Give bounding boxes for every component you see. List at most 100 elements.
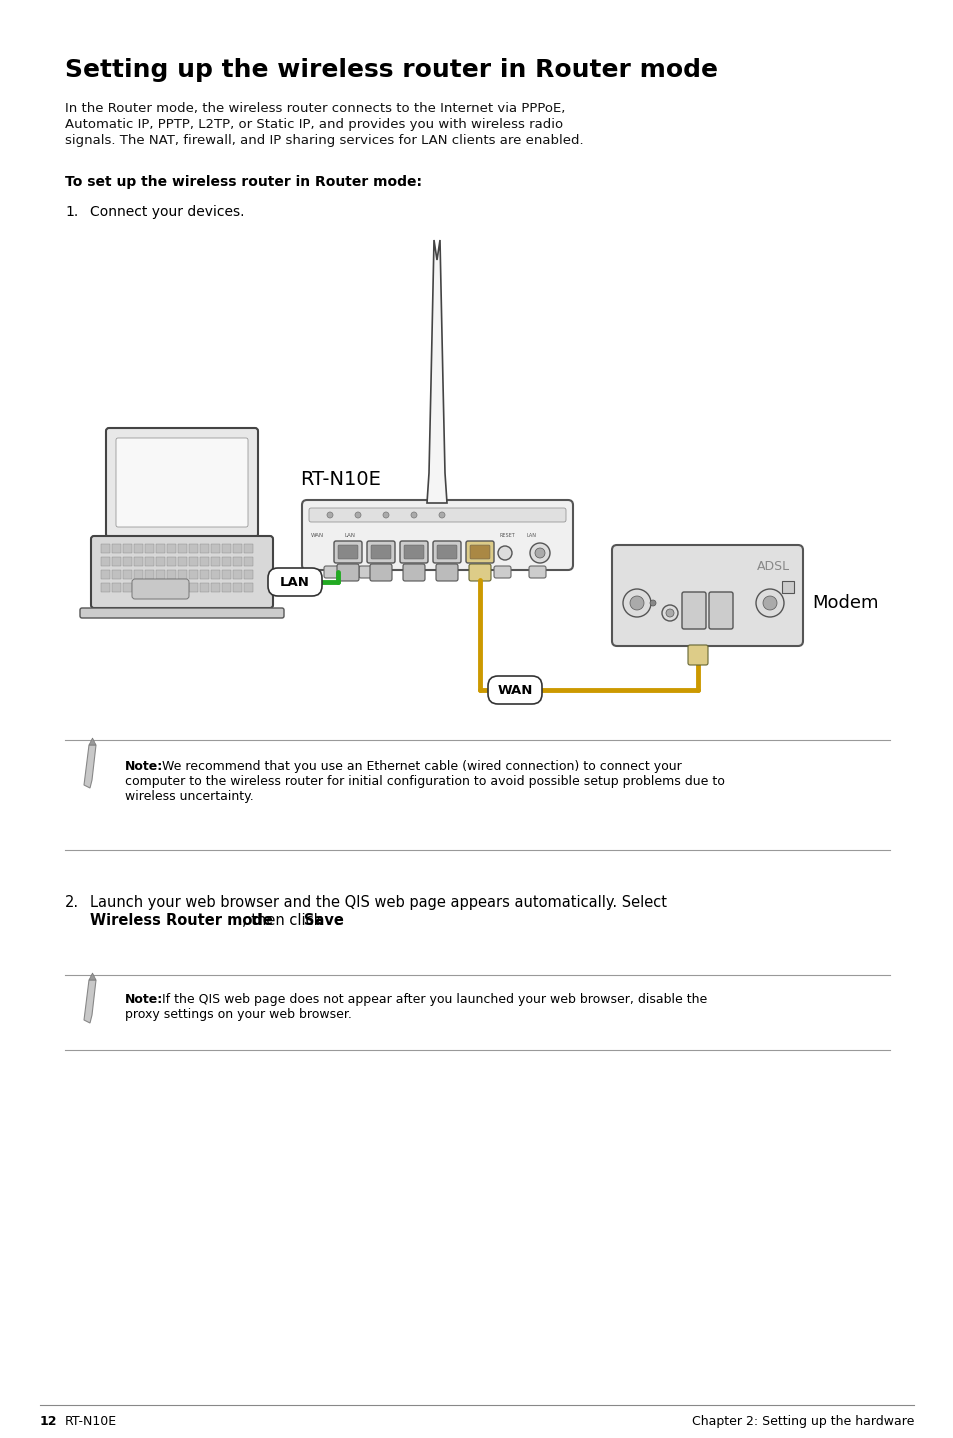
Text: Save: Save <box>304 913 343 928</box>
Text: .: . <box>334 913 338 928</box>
Circle shape <box>411 512 416 518</box>
Bar <box>156 544 165 554</box>
Text: , then click: , then click <box>242 913 327 928</box>
FancyBboxPatch shape <box>494 567 511 578</box>
Bar <box>222 569 231 580</box>
Bar <box>189 557 198 567</box>
Bar <box>233 544 242 554</box>
Circle shape <box>438 512 444 518</box>
FancyBboxPatch shape <box>116 439 248 526</box>
FancyBboxPatch shape <box>681 592 705 628</box>
Bar <box>233 557 242 567</box>
FancyBboxPatch shape <box>334 541 361 564</box>
Bar <box>244 582 253 592</box>
Bar <box>200 569 209 580</box>
FancyBboxPatch shape <box>436 564 457 581</box>
FancyBboxPatch shape <box>80 608 284 618</box>
Bar <box>123 569 132 580</box>
Text: Automatic IP, PPTP, L2TP, or Static IP, and provides you with wireless radio: Automatic IP, PPTP, L2TP, or Static IP, … <box>65 118 562 131</box>
FancyBboxPatch shape <box>324 567 340 578</box>
Text: Setting up the wireless router in Router mode: Setting up the wireless router in Router… <box>65 58 718 82</box>
Bar <box>112 544 121 554</box>
Bar <box>101 557 110 567</box>
Circle shape <box>497 546 512 559</box>
Bar <box>145 582 153 592</box>
Bar <box>244 557 253 567</box>
Circle shape <box>622 590 650 617</box>
Text: computer to the wireless router for initial configuration to avoid possible setu: computer to the wireless router for init… <box>125 775 724 788</box>
Polygon shape <box>427 240 447 503</box>
Circle shape <box>535 548 544 558</box>
Bar <box>123 544 132 554</box>
Text: 12: 12 <box>40 1415 57 1428</box>
Bar <box>211 582 220 592</box>
Circle shape <box>661 605 678 621</box>
Text: ADSL: ADSL <box>756 559 789 572</box>
Bar <box>133 569 143 580</box>
Bar <box>189 569 198 580</box>
Bar <box>133 557 143 567</box>
Text: In the Router mode, the wireless router connects to the Internet via PPPoE,: In the Router mode, the wireless router … <box>65 102 565 115</box>
FancyBboxPatch shape <box>469 564 491 581</box>
Bar <box>156 582 165 592</box>
FancyBboxPatch shape <box>302 500 573 569</box>
Text: WAN: WAN <box>497 683 532 696</box>
Bar <box>189 544 198 554</box>
FancyBboxPatch shape <box>370 564 392 581</box>
FancyBboxPatch shape <box>367 541 395 564</box>
Bar <box>156 569 165 580</box>
Bar <box>145 569 153 580</box>
Bar <box>167 569 175 580</box>
Text: LAN: LAN <box>526 533 537 538</box>
Bar <box>178 582 187 592</box>
Circle shape <box>629 595 643 610</box>
Text: We recommend that you use an Ethernet cable (wired connection) to connect your: We recommend that you use an Ethernet ca… <box>158 761 681 774</box>
Bar <box>123 557 132 567</box>
Text: To set up the wireless router in Router mode:: To set up the wireless router in Router … <box>65 175 421 188</box>
FancyBboxPatch shape <box>436 545 456 559</box>
FancyBboxPatch shape <box>132 580 189 600</box>
Bar <box>244 544 253 554</box>
Bar <box>167 557 175 567</box>
Bar <box>233 582 242 592</box>
Bar <box>133 582 143 592</box>
Circle shape <box>665 610 673 617</box>
Circle shape <box>649 600 656 605</box>
Text: Note:: Note: <box>125 994 163 1007</box>
Text: Modem: Modem <box>811 594 878 613</box>
Bar <box>200 544 209 554</box>
Bar <box>233 569 242 580</box>
Polygon shape <box>89 974 96 981</box>
FancyBboxPatch shape <box>309 508 565 522</box>
Bar <box>101 544 110 554</box>
Text: If the QIS web page does not appear after you launched your web browser, disable: If the QIS web page does not appear afte… <box>158 994 706 1007</box>
Text: LAN: LAN <box>280 575 310 588</box>
Bar <box>101 569 110 580</box>
Text: RT-N10E: RT-N10E <box>65 1415 117 1428</box>
FancyBboxPatch shape <box>403 545 423 559</box>
Bar <box>222 582 231 592</box>
Text: 2.: 2. <box>65 894 79 910</box>
Bar <box>244 569 253 580</box>
Bar <box>200 582 209 592</box>
Bar <box>178 544 187 554</box>
FancyBboxPatch shape <box>465 541 494 564</box>
Bar <box>189 582 198 592</box>
FancyBboxPatch shape <box>337 545 357 559</box>
FancyBboxPatch shape <box>612 545 802 646</box>
Text: RESET: RESET <box>499 533 516 538</box>
FancyBboxPatch shape <box>358 567 375 578</box>
Bar <box>200 557 209 567</box>
Bar <box>167 544 175 554</box>
FancyBboxPatch shape <box>399 541 428 564</box>
FancyBboxPatch shape <box>529 567 545 578</box>
Text: Launch your web browser and the QIS web page appears automatically. Select: Launch your web browser and the QIS web … <box>90 894 666 910</box>
FancyBboxPatch shape <box>336 564 358 581</box>
Text: wireless uncertainty.: wireless uncertainty. <box>125 789 253 802</box>
FancyBboxPatch shape <box>488 676 541 705</box>
Circle shape <box>530 544 550 564</box>
Bar <box>211 557 220 567</box>
Bar <box>112 557 121 567</box>
Bar <box>222 557 231 567</box>
Text: 1.: 1. <box>65 206 78 219</box>
